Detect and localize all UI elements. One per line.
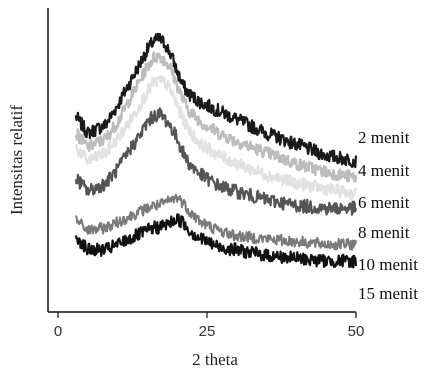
series-label: 2 menit [358,128,410,147]
plot-lines [74,32,358,269]
series-label: 10 menit [358,255,418,274]
series-line-6-menit [74,74,358,201]
series-line-2-menit [74,32,358,169]
y-axis-title: Intensitas relatif [7,105,26,215]
series-line-4-menit [74,51,358,183]
x-axis-title: 2 theta [192,350,238,369]
series-label: 8 menit [358,223,410,242]
x-tick-label: 0 [54,323,62,340]
x-tick-label: 50 [348,323,365,340]
x-ticks: 0 25 50 [54,312,365,340]
series-label: 15 menit [358,284,418,303]
series-label: 4 menit [358,161,410,180]
series-line-15-menit [74,213,358,269]
x-tick-label: 25 [199,323,216,340]
series-labels: 2 menit 4 menit 6 menit 8 menit 10 menit 15 m… [358,128,418,303]
series-label: 6 menit [358,193,410,212]
series-line-10-menit [74,193,357,251]
series-line-8-menit [74,107,358,216]
